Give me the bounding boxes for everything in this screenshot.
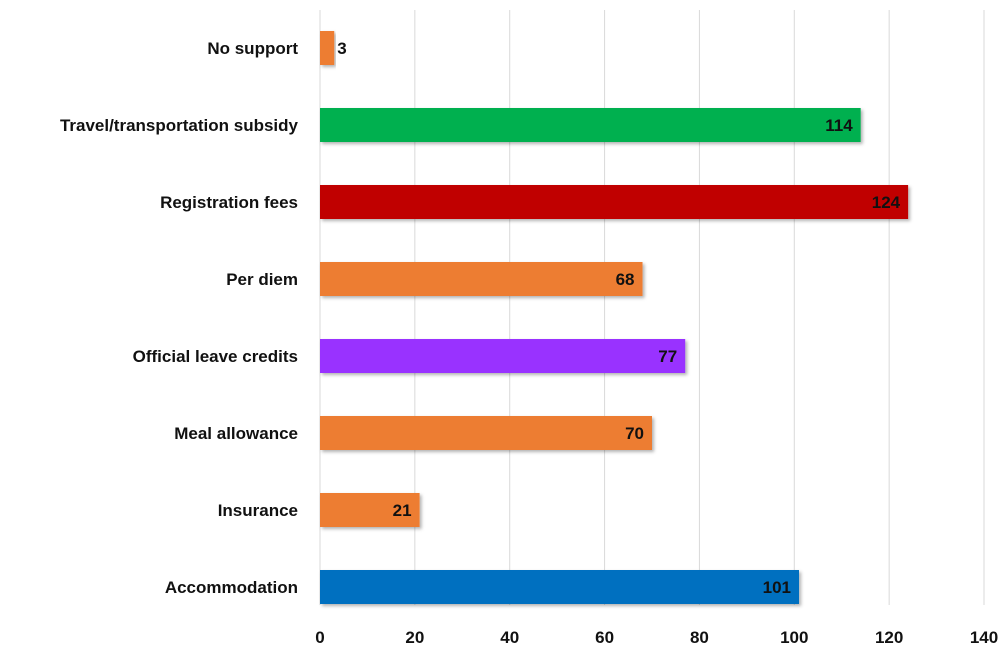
bar-insurance bbox=[320, 493, 420, 527]
category-label-per-diem: Per diem bbox=[226, 270, 298, 289]
data-label-official-leave-credits: 77 bbox=[658, 347, 677, 366]
bar-travel-transportation-subsidy bbox=[320, 108, 861, 142]
bar-meal-allowance bbox=[320, 416, 652, 450]
data-label-insurance: 21 bbox=[393, 501, 412, 520]
x-tick-label-60: 60 bbox=[595, 628, 614, 647]
bar-accommodation bbox=[320, 570, 800, 604]
data-label-meal-allowance: 70 bbox=[625, 424, 644, 443]
category-label-travel-transportation-subsidy: Travel/transportation subsidy bbox=[60, 116, 299, 135]
data-label-travel-transportation-subsidy: 114 bbox=[825, 116, 853, 135]
category-label-registration-fees: Registration fees bbox=[160, 193, 298, 212]
bar-registration-fees bbox=[320, 185, 909, 219]
data-label-no-support: 3 bbox=[337, 39, 346, 58]
bar-official-leave-credits bbox=[320, 339, 686, 373]
data-label-accommodation: 101 bbox=[763, 578, 791, 597]
x-tick-label-40: 40 bbox=[500, 628, 519, 647]
category-label-meal-allowance: Meal allowance bbox=[174, 424, 298, 443]
category-label-insurance: Insurance bbox=[218, 501, 298, 520]
bar-per-diem bbox=[320, 262, 643, 296]
x-tick-label-80: 80 bbox=[690, 628, 709, 647]
x-tick-label-0: 0 bbox=[315, 628, 324, 647]
category-label-no-support: No support bbox=[207, 39, 298, 58]
data-label-registration-fees: 124 bbox=[872, 193, 901, 212]
category-label-official-leave-credits: Official leave credits bbox=[133, 347, 298, 366]
category-label-accommodation: Accommodation bbox=[165, 578, 298, 597]
x-tick-label-20: 20 bbox=[405, 628, 424, 647]
x-tick-label-100: 100 bbox=[780, 628, 808, 647]
x-tick-label-120: 120 bbox=[875, 628, 903, 647]
x-tick-label-140: 140 bbox=[970, 628, 998, 647]
bar-no-support bbox=[320, 31, 335, 65]
data-label-per-diem: 68 bbox=[616, 270, 635, 289]
bars bbox=[320, 31, 909, 604]
labels: 0 20 40 60 80 100 120 140 No support 3 Travel/tran… bbox=[60, 39, 998, 647]
